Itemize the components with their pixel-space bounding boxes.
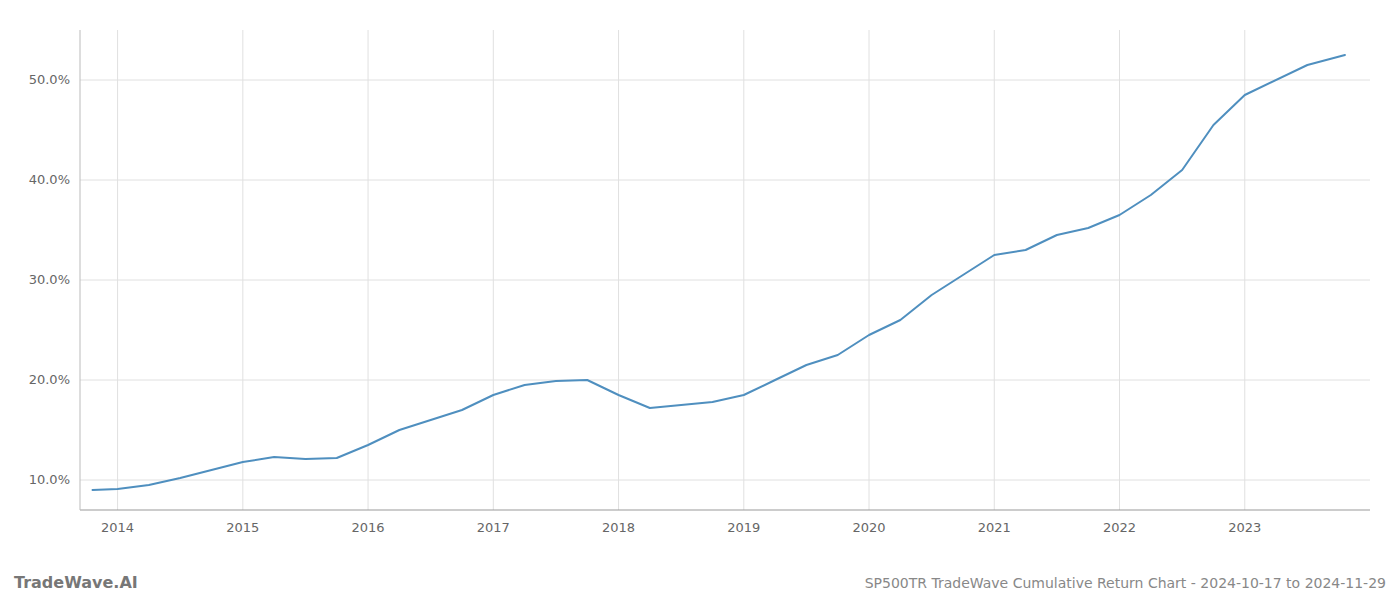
x-grid-line (743, 30, 744, 510)
x-tick-label: 2016 (352, 520, 385, 535)
x-tick-label: 2018 (602, 520, 635, 535)
y-tick-label: 10.0% (29, 472, 70, 487)
x-tick-label: 2017 (477, 520, 510, 535)
line-series (93, 55, 1345, 490)
x-axis-line (80, 510, 1370, 511)
y-grid-line (80, 380, 1370, 381)
x-tick-label: 2020 (852, 520, 885, 535)
y-tick-label: 40.0% (29, 172, 70, 187)
y-tick-label: 20.0% (29, 372, 70, 387)
data-layer (93, 55, 1345, 490)
chart-title: SP500TR TradeWave Cumulative Return Char… (865, 575, 1386, 591)
y-grid-line (80, 480, 1370, 481)
x-grid-line (618, 30, 619, 510)
x-grid-line (869, 30, 870, 510)
x-grid-line (1119, 30, 1120, 510)
x-grid-line (117, 30, 118, 510)
x-grid-line (1244, 30, 1245, 510)
x-grid-line (493, 30, 494, 510)
y-tick-label: 30.0% (29, 272, 70, 287)
chart-container: 10.0% 20.0% 30.0% 40.0% 50.0% 2014 2015 2016 201… (0, 0, 1400, 600)
x-tick-label: 2021 (978, 520, 1011, 535)
axes: 10.0% 20.0% 30.0% 40.0% 50.0% 2014 2015 2016 201… (29, 30, 1370, 535)
x-grid-line (994, 30, 995, 510)
y-grid-line (80, 280, 1370, 281)
y-axis-line (80, 30, 81, 510)
x-tick-label: 2022 (1103, 520, 1136, 535)
x-tick-label: 2023 (1228, 520, 1261, 535)
x-tick-label: 2014 (101, 520, 134, 535)
x-grid-line (368, 30, 369, 510)
chart-svg: 10.0% 20.0% 30.0% 40.0% 50.0% 2014 2015 2016 201… (0, 0, 1400, 600)
y-grid-line (80, 80, 1370, 81)
grid (80, 30, 1370, 510)
y-tick-label: 50.0% (29, 72, 70, 87)
x-grid-line (242, 30, 243, 510)
x-tick-label: 2015 (226, 520, 259, 535)
watermark: TradeWave.AI (14, 573, 138, 592)
x-tick-label: 2019 (727, 520, 760, 535)
y-grid-line (80, 180, 1370, 181)
